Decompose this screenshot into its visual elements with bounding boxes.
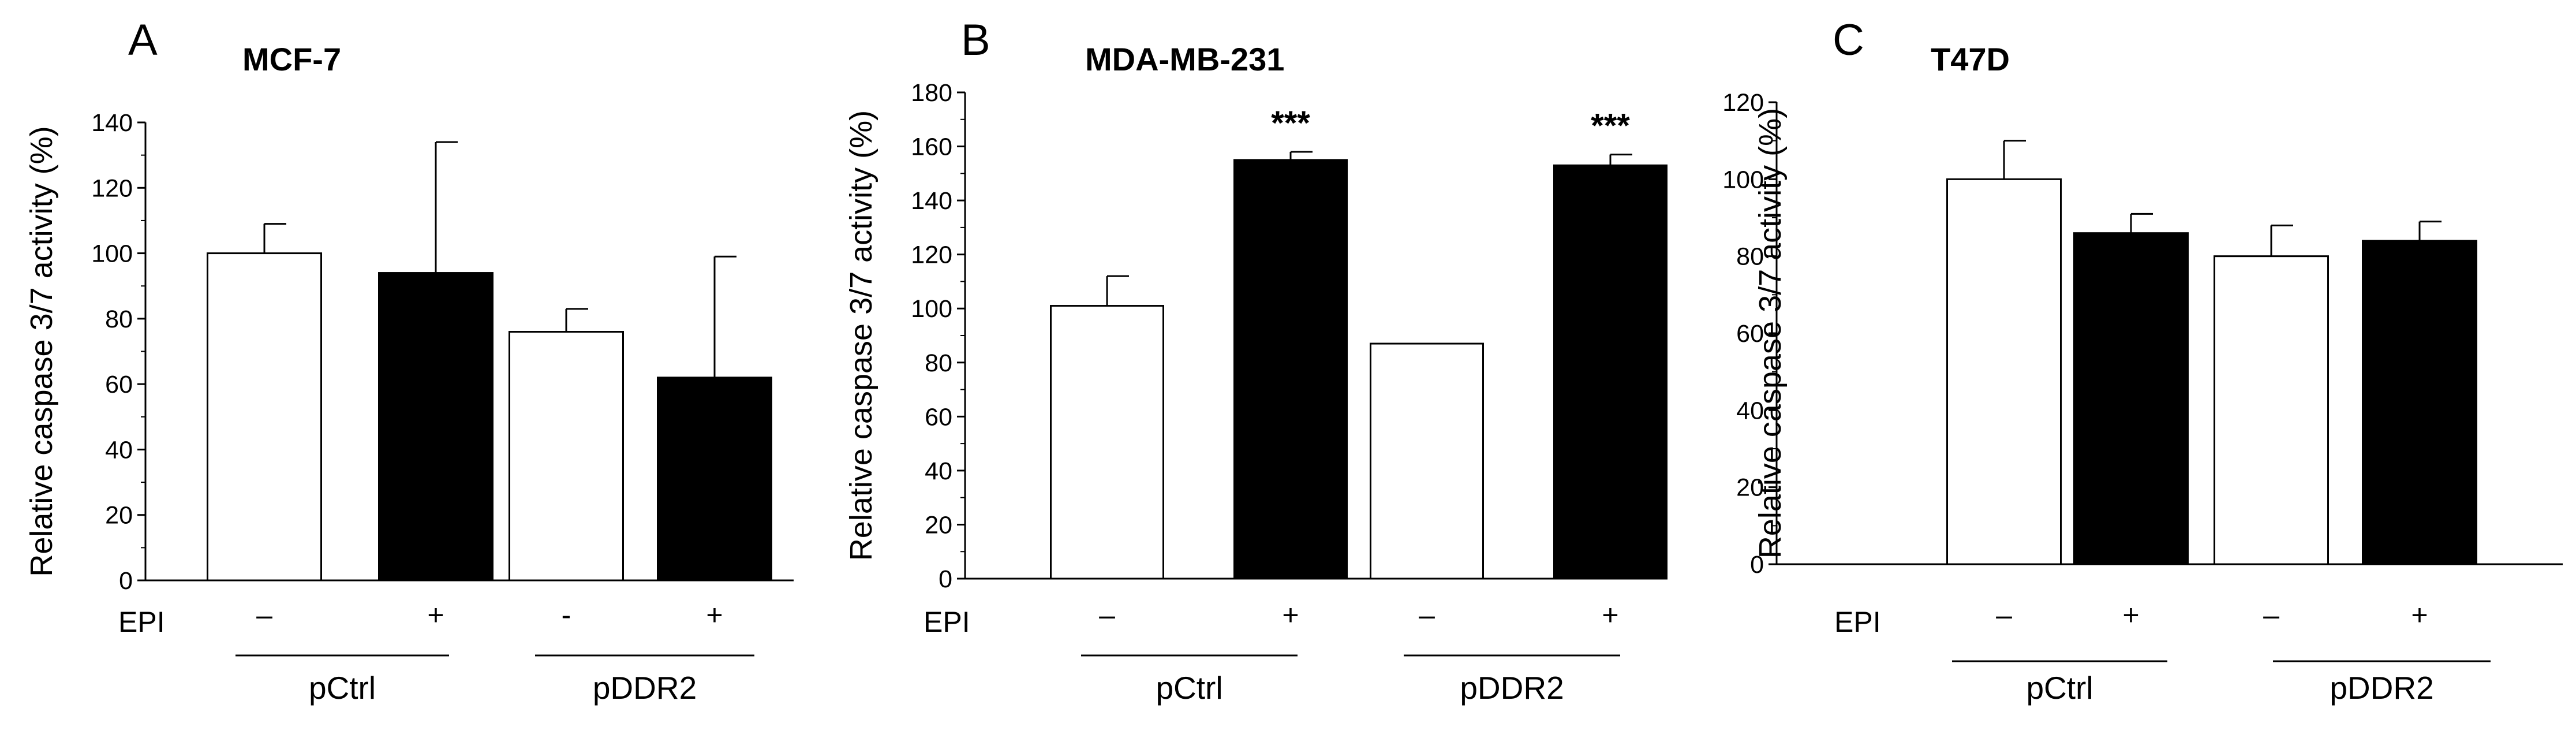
- group-label: pDDR2: [1460, 670, 1564, 706]
- chart-panel-a: A MCF-7 Relative caspase 3/7 activity (%) 0…: [24, 16, 794, 706]
- chart-title: MDA-MB-231: [1085, 41, 1284, 77]
- bar: [509, 331, 624, 582]
- treatment-label: –: [256, 599, 272, 631]
- y-tick-label: 0: [119, 567, 133, 595]
- chart-panel-b: B MDA-MB-231 Relative caspase 3/7 activity…: [844, 16, 1668, 706]
- y-axis-label: Relative caspase 3/7 activity (%): [844, 110, 878, 561]
- y-tick-label: 0: [939, 565, 952, 593]
- epi-row-label: EPI: [1834, 606, 1881, 638]
- group-label: pDDR2: [2330, 670, 2433, 706]
- epi-row-label: EPI: [118, 606, 165, 638]
- y-tick-label: 80: [1736, 243, 1764, 271]
- bar: [207, 252, 322, 582]
- y-tick-label: 180: [911, 79, 952, 107]
- chart-title: MCF-7: [242, 41, 341, 77]
- chart-title: T47D: [1931, 41, 2010, 77]
- y-tick-label: 120: [1722, 89, 1764, 117]
- y-tick-label: 0: [1750, 551, 1764, 579]
- group-label: pCtrl: [1156, 670, 1222, 706]
- y-tick-label: 140: [911, 187, 952, 215]
- y-tick-label: 40: [925, 457, 952, 485]
- y-tick-label: 140: [91, 109, 133, 137]
- y-tick-label: 120: [91, 174, 133, 202]
- bar: [1050, 305, 1164, 580]
- treatment-label: –: [1419, 599, 1435, 631]
- treatment-label: +: [2411, 599, 2428, 631]
- bar: [1370, 342, 1484, 580]
- significance-label: ***: [1591, 107, 1630, 145]
- panel-letter: C: [1833, 16, 1864, 65]
- treatment-label: –: [2263, 599, 2279, 631]
- y-tick-label: 60: [1736, 320, 1764, 348]
- treatment-label: -: [562, 599, 571, 631]
- y-tick-label: 160: [911, 133, 952, 161]
- bar: [2214, 255, 2329, 565]
- bar: [2362, 240, 2477, 565]
- panel-letter: A: [128, 16, 158, 65]
- y-axis-label: Relative caspase 3/7 activity (%): [24, 126, 59, 576]
- y-tick-label: 20: [105, 502, 133, 530]
- treatment-label: –: [1996, 599, 2012, 631]
- bar: [1946, 178, 2062, 565]
- group-label: pCtrl: [2026, 670, 2093, 706]
- y-tick-label: 80: [105, 305, 133, 333]
- significance-label: ***: [1271, 105, 1310, 142]
- y-tick-label: 20: [925, 511, 952, 539]
- treatment-label: +: [1282, 599, 1299, 631]
- y-tick-label: 100: [1722, 166, 1764, 193]
- y-tick-label: 60: [105, 371, 133, 398]
- group-label: pCtrl: [309, 670, 376, 706]
- treatment-label: +: [427, 599, 444, 631]
- y-tick-label: 120: [911, 241, 952, 269]
- treatment-label: +: [2122, 599, 2139, 631]
- treatment-label: +: [1602, 599, 1618, 631]
- treatment-label: –: [1099, 599, 1115, 631]
- y-tick-label: 100: [911, 295, 952, 323]
- bar: [378, 272, 493, 582]
- y-tick-label: 80: [925, 349, 952, 377]
- bar: [2073, 232, 2189, 565]
- epi-row-label: EPI: [924, 606, 970, 638]
- bar: [657, 377, 772, 582]
- y-tick-label: 60: [925, 403, 952, 431]
- y-tick-label: 40: [105, 436, 133, 464]
- y-tick-label: 100: [91, 240, 133, 268]
- panel-letter: B: [961, 16, 990, 65]
- treatment-label: +: [706, 599, 723, 631]
- group-label: pDDR2: [593, 670, 697, 706]
- y-tick-label: 20: [1736, 474, 1764, 502]
- bar: [1233, 159, 1348, 580]
- y-tick-label: 40: [1736, 397, 1764, 424]
- bar: [1553, 164, 1668, 580]
